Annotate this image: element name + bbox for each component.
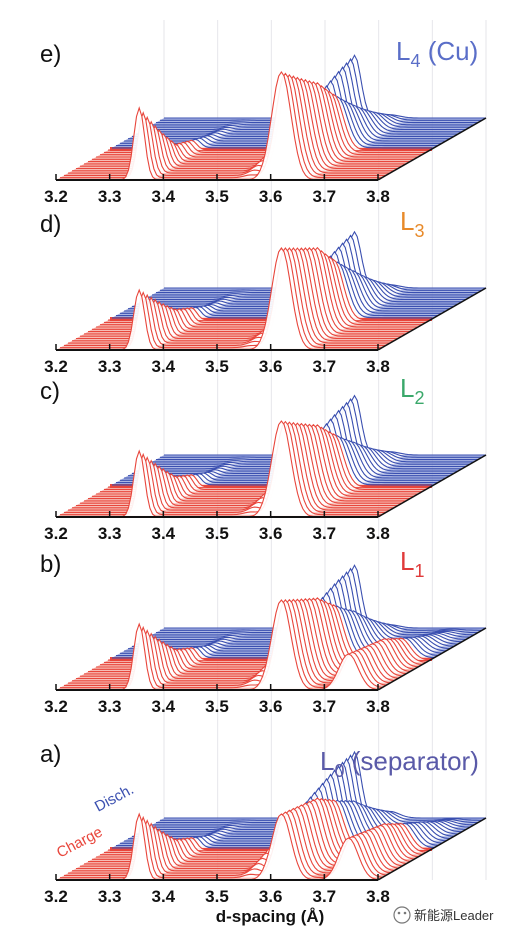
x-tick-label: 3.8	[366, 697, 390, 716]
x-tick-label: 3.5	[205, 697, 229, 716]
x-tick-label: 3.3	[98, 697, 122, 716]
x-tick-label: 3.2	[44, 357, 68, 376]
layer-label: L0 (separator)	[320, 746, 479, 781]
x-tick-label: 3.8	[366, 357, 390, 376]
panel-letter: e)	[40, 41, 61, 68]
watermark: 新能源Leader	[393, 906, 494, 924]
panel-e: 3.2 3.3 3.4 3.5 3.6 3.7 3.8 e) L4 (Cu)	[40, 36, 487, 206]
x-tick-label: 3.7	[313, 887, 337, 906]
x-tick-label: 3.6	[259, 187, 283, 206]
panel-letter: b)	[40, 551, 61, 578]
layer-label-base: L	[400, 206, 414, 236]
x-tick-label: 3.3	[98, 524, 122, 543]
layer-label-subscript: 0	[334, 761, 344, 781]
layer-label: L2	[400, 373, 424, 408]
depth-axis-line	[377, 454, 487, 518]
x-tick-label: 3.2	[44, 887, 68, 906]
x-tick-label: 3.8	[366, 187, 390, 206]
x-tick-label: 3.7	[313, 524, 337, 543]
x-tick-label: 3.5	[205, 524, 229, 543]
x-tick-label: 3.4	[152, 357, 176, 376]
wechat-icon-eye-right	[403, 911, 407, 915]
panels: 3.2 3.3 3.4 3.5 3.6 3.7 3.8e) L4 (Cu)3.2 3.3 3.4 3…	[40, 36, 487, 906]
x-tick-label: 3.3	[98, 357, 122, 376]
x-axis-label: d-spacing (Å)	[216, 907, 325, 926]
panel-c: 3.2 3.3 3.4 3.5 3.6 3.7 3.8 c) L2	[40, 373, 487, 543]
x-tick-label: 3.8	[366, 887, 390, 906]
panel-letter: d)	[40, 211, 61, 238]
x-tick-label: 3.7	[313, 357, 337, 376]
depth-axis-line	[377, 287, 487, 351]
x-tick-label: 3.4	[152, 887, 176, 906]
depth-axis-line	[377, 627, 487, 691]
layer-label: L1	[400, 546, 424, 581]
panel-b: 3.2 3.3 3.4 3.5 3.6 3.7 3.8 b) L1	[40, 546, 487, 716]
panel-a: 3.2 3.3 3.4 3.5 3.6 3.7 3.8 a) L0 (separator)	[40, 741, 487, 906]
layer-label-base: L	[400, 546, 414, 576]
depth-axis-line	[377, 817, 487, 881]
layer-label-suffix: (separator)	[344, 746, 478, 776]
layer-label-base: L	[400, 373, 414, 403]
x-tick-label: 3.7	[313, 697, 337, 716]
x-tick-label: 3.6	[259, 697, 283, 716]
x-tick-label: 3.5	[205, 887, 229, 906]
layer-label-subscript: 3	[414, 221, 424, 241]
layer-label-subscript: 2	[414, 388, 424, 408]
charge-side-label: Charge	[54, 823, 105, 861]
wechat-icon	[393, 906, 411, 924]
layer-label-suffix: (Cu)	[420, 36, 478, 66]
x-tick-label: 3.3	[98, 887, 122, 906]
x-tick-label: 3.6	[259, 357, 283, 376]
panel-letter: c)	[40, 378, 60, 405]
x-tick-label: 3.3	[98, 187, 122, 206]
layer-label: L4 (Cu)	[396, 36, 478, 71]
x-tick-label: 3.2	[44, 524, 68, 543]
layer-label-subscript: 1	[414, 561, 424, 581]
panel-letter: a)	[40, 741, 61, 768]
x-tick-label: 3.5	[205, 187, 229, 206]
x-tick-label: 3.2	[44, 187, 68, 206]
wechat-icon-eye-left	[397, 911, 401, 915]
layer-label-subscript: 4	[410, 51, 420, 71]
depth-axis-line	[377, 117, 487, 181]
x-tick-label: 3.8	[366, 524, 390, 543]
x-tick-label: 3.4	[152, 524, 176, 543]
layer-label-base: L	[320, 746, 334, 776]
x-tick-label: 3.6	[259, 524, 283, 543]
panel-d: 3.2 3.3 3.4 3.5 3.6 3.7 3.8 d) L3	[40, 206, 487, 376]
x-tick-label: 3.4	[152, 187, 176, 206]
discharge-side-label: Disch.	[92, 781, 137, 816]
x-tick-label: 3.4	[152, 697, 176, 716]
layer-label: L3	[400, 206, 424, 241]
x-tick-label: 3.2	[44, 697, 68, 716]
watermark-text: 新能源Leader	[414, 908, 494, 923]
x-tick-label: 3.6	[259, 887, 283, 906]
x-tick-label: 3.7	[313, 187, 337, 206]
layer-label-base: L	[396, 36, 410, 66]
x-tick-label: 3.5	[205, 357, 229, 376]
